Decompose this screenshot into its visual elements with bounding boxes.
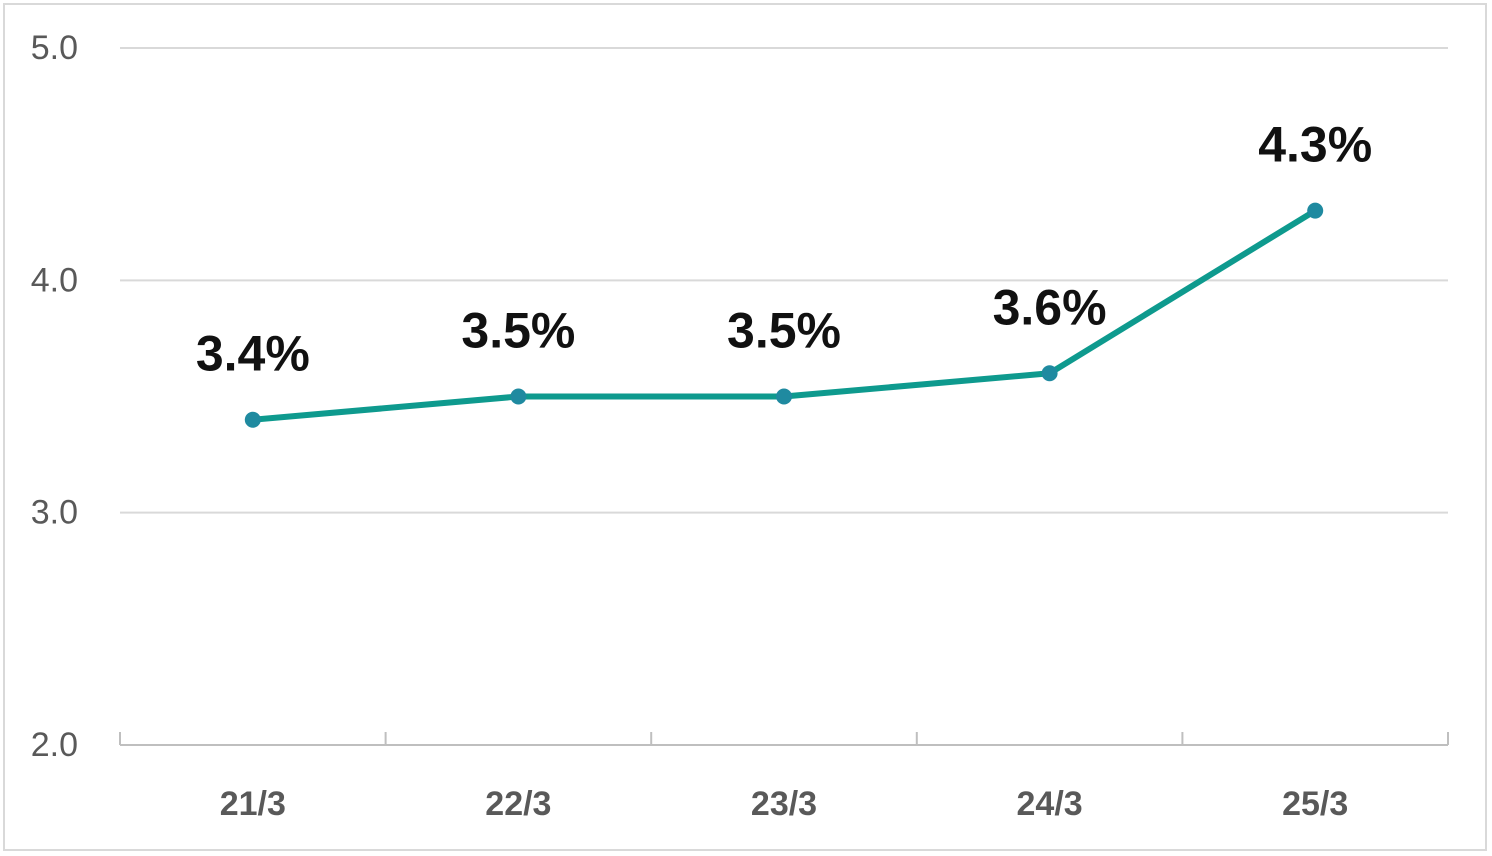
- x-tick-label: 21/3: [220, 785, 286, 823]
- data-point: [776, 388, 792, 405]
- x-tick-label: 23/3: [751, 785, 817, 823]
- y-axis-tick-labels: 2.0 3.0 4.0 5.0: [31, 29, 78, 764]
- x-tick-label: 24/3: [1017, 785, 1083, 823]
- y-tick-label: 4.0: [31, 261, 78, 299]
- x-tick-label: 25/3: [1282, 785, 1348, 823]
- x-tick-label: 22/3: [485, 785, 551, 823]
- data-label: 3.6%: [993, 279, 1107, 335]
- data-label: 3.4%: [196, 326, 310, 382]
- data-label: 3.5%: [461, 303, 575, 359]
- y-tick-label: 2.0: [31, 726, 78, 764]
- x-axis-tick-labels: 21/3 22/3 23/3 24/3 25/3: [220, 785, 1349, 823]
- data-label: 4.3%: [1258, 117, 1372, 173]
- y-tick-label: 3.0: [31, 494, 78, 532]
- data-point: [510, 388, 527, 405]
- y-tick-label: 5.0: [31, 29, 78, 67]
- data-point: [1307, 202, 1324, 219]
- gridlines: [120, 47, 1448, 514]
- x-axis: [119, 732, 1449, 746]
- data-labels: 3.4% 3.5% 3.5% 3.6% 4.3%: [196, 117, 1372, 382]
- data-points: [244, 202, 1324, 428]
- data-point: [244, 411, 261, 428]
- data-label: 3.5%: [727, 303, 841, 359]
- data-point: [1041, 365, 1058, 382]
